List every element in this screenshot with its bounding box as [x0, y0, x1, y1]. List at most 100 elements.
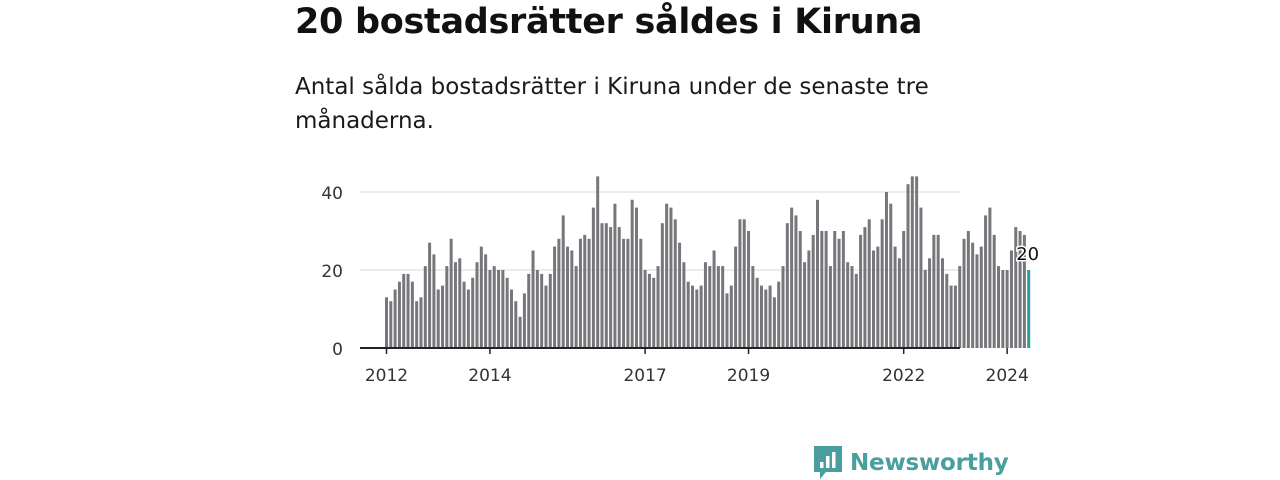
- bar: [622, 238, 626, 348]
- bar: [712, 250, 716, 348]
- bar: [699, 285, 703, 348]
- bar: [1009, 250, 1013, 348]
- bar: [785, 223, 789, 348]
- bar: [863, 227, 867, 348]
- bar: [497, 270, 501, 348]
- x-tick-label: 2019: [727, 366, 770, 386]
- bar: [471, 277, 475, 348]
- bar: [781, 266, 785, 348]
- bar: [634, 207, 638, 348]
- bar: [828, 266, 832, 348]
- bar: [708, 266, 712, 348]
- bar: [945, 273, 949, 348]
- bar: [876, 246, 880, 348]
- bar: [561, 215, 565, 348]
- bar: [997, 266, 1001, 348]
- bar: [803, 262, 807, 348]
- bar: [583, 234, 587, 348]
- bar: [893, 246, 897, 348]
- bar: [854, 273, 858, 348]
- bar: [432, 254, 436, 348]
- bar: [505, 277, 509, 348]
- bar: [979, 246, 983, 348]
- bar: [428, 242, 432, 348]
- bar: [1005, 270, 1009, 348]
- bar: [596, 176, 600, 348]
- bar: [466, 289, 470, 348]
- bar: [703, 262, 707, 348]
- bar: [419, 297, 423, 348]
- bar: [518, 316, 522, 348]
- bar: [816, 199, 819, 348]
- bar: [798, 231, 802, 348]
- bar: [557, 238, 561, 348]
- bar: [971, 242, 975, 348]
- bar: [1001, 270, 1005, 348]
- bar: [880, 219, 884, 348]
- bar-series: [385, 176, 1031, 348]
- last-value-label: 20: [1016, 244, 1039, 265]
- bar: [656, 266, 660, 348]
- bar: [953, 285, 957, 348]
- bar-highlight: [1027, 270, 1031, 348]
- y-tick-label: 0: [332, 340, 343, 360]
- bar: [445, 266, 449, 348]
- bar: [992, 234, 996, 348]
- bar: [988, 207, 992, 348]
- bar: [975, 254, 979, 348]
- chart-subtitle: Antal sålda bostadsrätter i Kiruna under…: [295, 74, 929, 134]
- bar: [600, 223, 604, 348]
- bar: [441, 285, 445, 348]
- bar: [665, 203, 669, 348]
- bar: [492, 266, 496, 348]
- bar: [691, 285, 695, 348]
- bar: [682, 262, 686, 348]
- bar: [906, 184, 910, 348]
- bar: [540, 273, 544, 348]
- bar: [462, 281, 466, 348]
- bar: [669, 207, 673, 348]
- bar: [643, 270, 647, 348]
- bar: [734, 246, 738, 348]
- bar: [475, 262, 479, 348]
- bar: [1018, 231, 1022, 348]
- bar: [566, 246, 570, 348]
- newsworthy-brand[interactable]: Newsworthy: [814, 446, 1009, 480]
- bar: [514, 301, 518, 348]
- bar: [820, 231, 824, 348]
- bar: [647, 273, 651, 348]
- bar: [824, 231, 828, 348]
- bar: [915, 176, 919, 348]
- bar: [742, 219, 746, 348]
- bar: [613, 203, 617, 348]
- bar: [630, 199, 634, 348]
- bar: [966, 231, 970, 348]
- bar: [923, 270, 927, 348]
- bar: [833, 231, 837, 348]
- bar: [402, 273, 406, 348]
- y-tick-label: 40: [321, 184, 343, 204]
- bar: [406, 273, 410, 348]
- bar: [639, 238, 643, 348]
- bar: [389, 301, 393, 348]
- bar: [850, 266, 854, 348]
- bar: [772, 297, 776, 348]
- bar: [501, 270, 505, 348]
- bar: [777, 281, 781, 348]
- bar: [415, 301, 419, 348]
- bar: [846, 262, 850, 348]
- bar: [626, 238, 630, 348]
- bar: [958, 266, 962, 348]
- bar: [574, 266, 578, 348]
- bar: [397, 281, 401, 348]
- bar: [837, 238, 841, 348]
- x-tick-label: 2017: [623, 366, 666, 386]
- bar: [884, 192, 888, 348]
- bar: [755, 277, 759, 348]
- bar: [940, 258, 944, 348]
- bar: [488, 270, 492, 348]
- bar: [919, 207, 923, 348]
- bar: [790, 207, 794, 348]
- bar: [436, 289, 440, 348]
